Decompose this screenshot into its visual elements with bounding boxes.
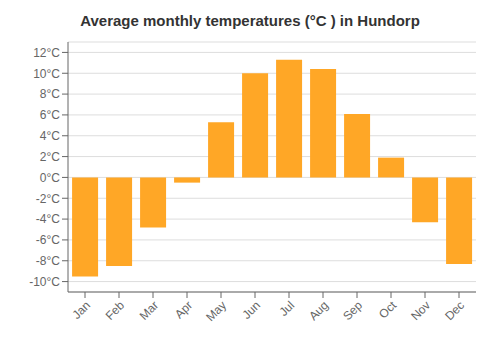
svg-text:Dec: Dec bbox=[442, 298, 467, 323]
html-text:Average monthly temperatures (: Average monthly temperatures (°C ) in Hu… bbox=[80, 12, 420, 29]
svg-text:Aug: Aug bbox=[306, 298, 331, 323]
svg-text:Oct: Oct bbox=[376, 298, 400, 322]
svg-text:Jan: Jan bbox=[70, 298, 94, 322]
svg-text:-4°C: -4°C bbox=[36, 212, 60, 226]
svg-text:2°C: 2°C bbox=[40, 150, 60, 164]
svg-text:Feb: Feb bbox=[103, 298, 128, 323]
svg-text:0°C: 0°C bbox=[40, 171, 60, 185]
svg-text:6°C: 6°C bbox=[40, 108, 60, 122]
svg-text:Apr: Apr bbox=[172, 298, 195, 321]
svg-text:Mar: Mar bbox=[137, 298, 162, 323]
svg-text:8°C: 8°C bbox=[40, 87, 60, 101]
svg-text:May: May bbox=[203, 298, 229, 324]
svg-text:4°C: 4°C bbox=[40, 129, 60, 143]
svg-text:Sep: Sep bbox=[340, 298, 365, 323]
svg-text:12°C: 12°C bbox=[33, 46, 60, 60]
svg-text:Nov: Nov bbox=[408, 298, 433, 323]
svg-text:Jul: Jul bbox=[276, 298, 297, 319]
svg-text:-10°C: -10°C bbox=[29, 275, 60, 289]
svg-text:-6°C: -6°C bbox=[36, 233, 60, 247]
svg-text:-8°C: -8°C bbox=[36, 254, 60, 268]
svg-text:10°C: 10°C bbox=[33, 67, 60, 81]
svg-text:-2°C: -2°C bbox=[36, 192, 60, 206]
svg-text:Jun: Jun bbox=[240, 298, 264, 322]
